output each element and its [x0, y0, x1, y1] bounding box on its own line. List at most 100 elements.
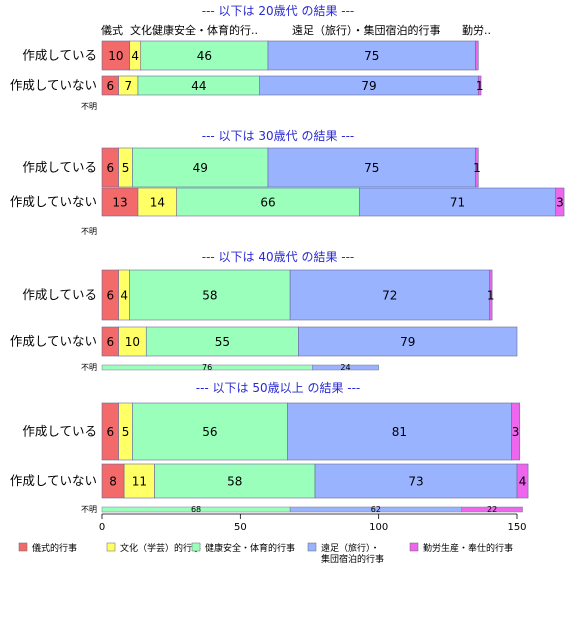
data-label: 75: [364, 49, 379, 63]
legend-label: 勤労生産・奉仕的行事: [423, 542, 513, 554]
data-label: 3: [556, 196, 564, 210]
data-label: 46: [197, 49, 212, 63]
legend-swatch: [307, 542, 317, 552]
bar-segment: [298, 326, 518, 357]
category-label: 作成している: [22, 287, 97, 302]
column-header: 儀式: [101, 23, 123, 37]
legend-label: 集団宿泊的行事: [321, 553, 384, 565]
x-tick-label: 0: [99, 522, 105, 533]
data-label: 4: [120, 289, 128, 303]
data-label: 49: [193, 161, 208, 175]
category-label: 作成している: [22, 160, 97, 175]
bar-segment: [314, 463, 518, 499]
data-label: 55: [215, 335, 230, 349]
data-label: 79: [400, 335, 415, 349]
data-label: 1: [473, 161, 481, 175]
data-label: 10: [125, 335, 140, 349]
legend-swatch: [18, 542, 28, 552]
category-label: 作成している: [22, 48, 97, 63]
data-label: 75: [364, 161, 379, 175]
unknown-data-label: 76: [202, 363, 212, 372]
column-header: 文化..: [130, 23, 159, 37]
bar-segment: [132, 147, 269, 188]
data-label: 7: [124, 79, 132, 93]
unknown-data-label: 62: [371, 505, 381, 514]
bar-segment: [176, 187, 360, 217]
unknown-data-label: 22: [487, 505, 497, 514]
column-header: 勤労..: [462, 23, 491, 37]
data-label: 6: [106, 425, 114, 439]
bar-segment: [489, 269, 493, 321]
data-label: 5: [122, 425, 130, 439]
data-label: 79: [361, 79, 376, 93]
category-label: 作成している: [22, 424, 97, 439]
bar-segment: [516, 463, 529, 499]
bar-segment: [145, 326, 299, 357]
data-label: 8: [109, 475, 117, 489]
bar-segment: [267, 147, 476, 188]
bar-segment: [511, 402, 521, 461]
data-label: 5: [122, 161, 130, 175]
bar-segment: [475, 147, 479, 188]
bar-segment: [118, 326, 147, 357]
x-tick-label: 50: [234, 522, 247, 533]
data-label: 72: [382, 289, 397, 303]
legend-swatch: [191, 542, 201, 552]
data-label: 4: [131, 49, 139, 63]
data-label: 6: [106, 335, 114, 349]
bar-segment: [101, 187, 139, 217]
bar-segment: [267, 40, 476, 71]
data-label: 10: [108, 49, 123, 63]
data-label: 81: [392, 425, 407, 439]
data-label: 66: [260, 196, 275, 210]
panel-title: --- 以下は 50歳以上 の結果 ---: [196, 381, 361, 395]
data-label: 14: [150, 196, 165, 210]
category-label: 作成していない: [10, 473, 97, 488]
unknown-label: 不明: [81, 227, 97, 236]
column-header: 遠足（旅行）・集団宿泊的行事: [292, 23, 441, 37]
category-label: 作成していない: [10, 334, 97, 349]
bar-segment: [129, 269, 291, 321]
data-label: 73: [408, 475, 423, 489]
bar-segment: [475, 40, 479, 71]
column-header: 健康安全・体育的行..: [152, 23, 258, 37]
data-label: 44: [191, 79, 206, 93]
bar-segment: [555, 187, 565, 217]
bar-segment: [477, 75, 482, 96]
data-label: 6: [106, 79, 114, 93]
bar-segment: [137, 187, 177, 217]
data-label: 1: [487, 289, 495, 303]
legend-label: 文化（学芸）的行事: [120, 542, 201, 554]
legend-swatch: [106, 542, 116, 552]
legend-label: 儀式的行事: [32, 542, 77, 554]
data-label: 11: [132, 475, 147, 489]
unknown-bar-segment: [461, 506, 523, 513]
x-tick-label: 150: [507, 522, 526, 533]
data-label: 56: [202, 425, 217, 439]
bar-segment: [287, 402, 512, 461]
data-label: 58: [202, 289, 217, 303]
category-label: 作成していない: [10, 194, 97, 209]
unknown-label: 不明: [81, 102, 97, 111]
unknown-bar-segment: [312, 364, 379, 371]
panel-title: --- 以下は 30歳代 の結果 ---: [202, 129, 355, 143]
panel-title: --- 以下は 20歳代 の結果 ---: [202, 4, 355, 18]
bar-segment: [132, 402, 288, 461]
data-label: 13: [112, 196, 127, 210]
data-label: 3: [512, 425, 520, 439]
legend-label: 遠足（旅行）・: [321, 542, 380, 554]
panel-title: --- 以下は 40歳代 の結果 ---: [202, 250, 355, 264]
bar-segment: [289, 269, 490, 321]
data-label: 6: [106, 161, 114, 175]
unknown-label: 不明: [81, 505, 97, 514]
legend-label: 健康安全・体育的行事: [205, 542, 295, 554]
x-tick-label: 100: [369, 522, 388, 533]
bar-segment: [358, 187, 557, 217]
legend-swatch: [409, 542, 419, 552]
data-label: 4: [519, 475, 527, 489]
category-label: 作成していない: [10, 78, 97, 93]
unknown-data-label: 68: [191, 505, 201, 514]
unknown-label: 不明: [81, 363, 97, 372]
unknown-data-label: 24: [340, 363, 350, 372]
